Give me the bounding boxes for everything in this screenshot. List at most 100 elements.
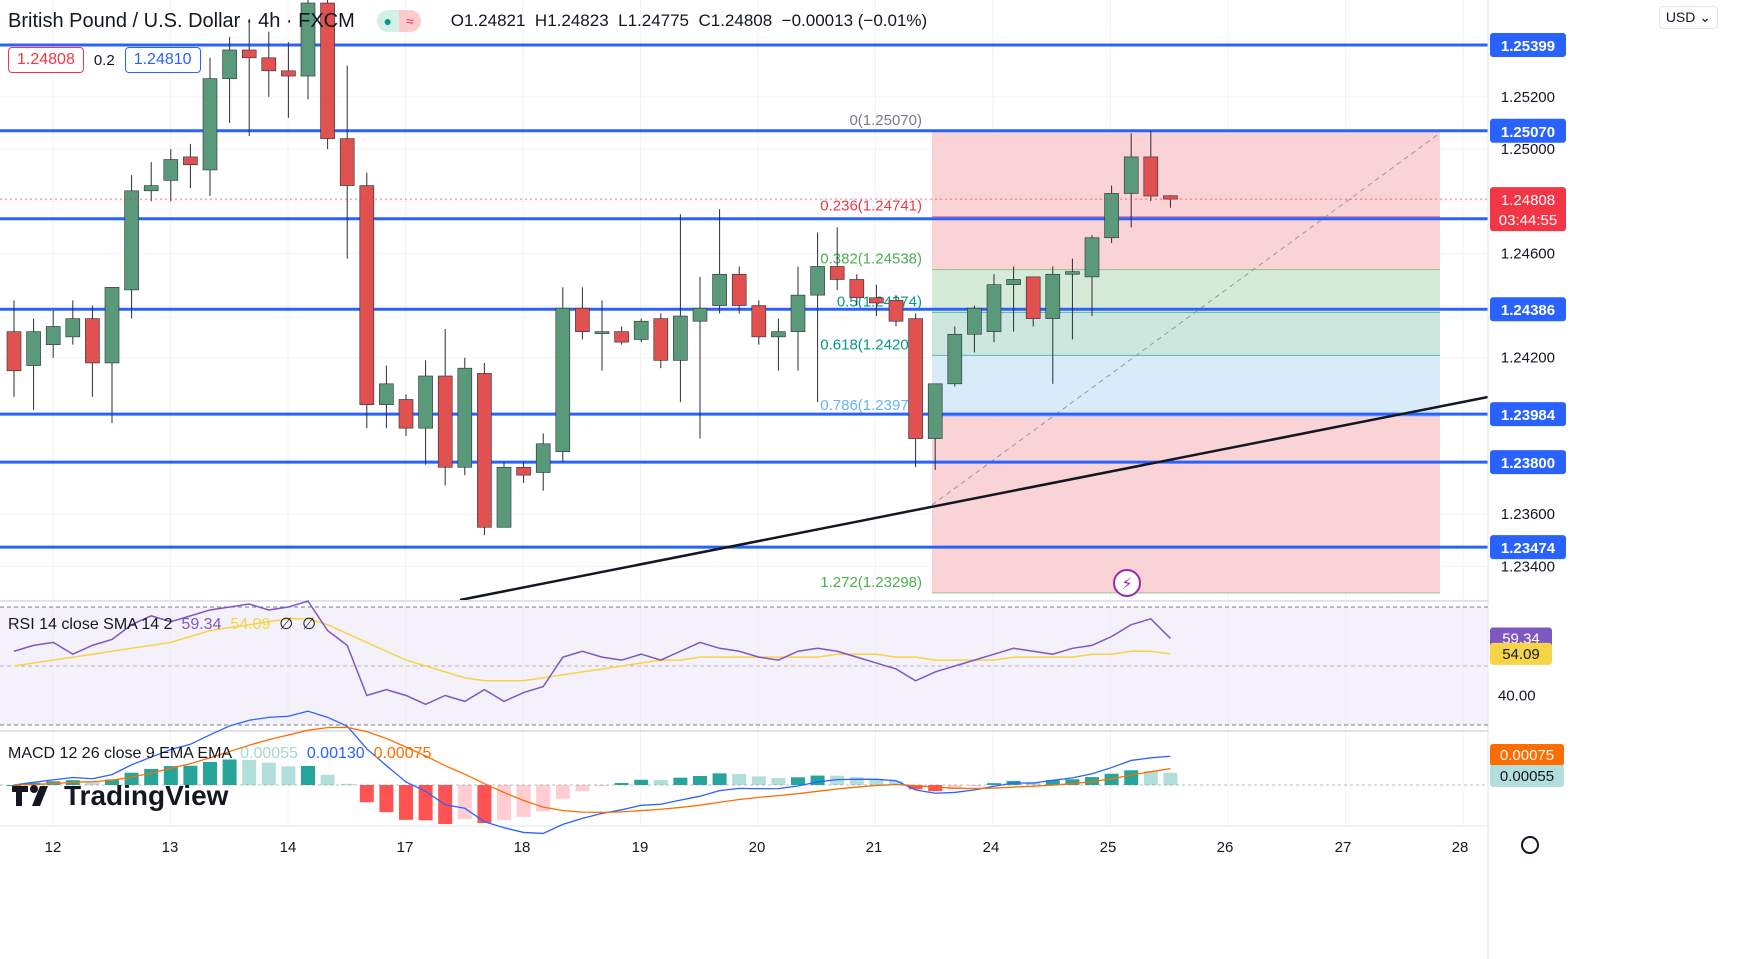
candle-up[interactable] [712,273,727,306]
candle-up[interactable] [810,266,825,296]
y-tick-label: 1.25200 [1501,89,1555,106]
candle-up[interactable] [104,287,120,364]
trend-line[interactable] [459,395,1489,602]
candle-down[interactable] [888,300,904,322]
candle-up[interactable] [790,294,806,332]
sell-button[interactable]: 1.24808 [8,47,84,73]
candle-up[interactable] [535,443,551,473]
candle-up[interactable] [143,185,159,192]
candle-up[interactable] [633,320,649,340]
candle-up[interactable] [927,383,943,439]
candle-down[interactable] [908,318,923,439]
macd-histogram-bar [261,762,276,785]
candle-up[interactable] [967,307,982,335]
macd-histogram-bar [889,781,903,785]
candle-down[interactable] [85,318,100,364]
rsi-name: RSI 14 close SMA 14 2 [8,616,173,633]
price-axis[interactable] [1489,0,1748,959]
candle-down[interactable] [849,279,865,299]
candle-up[interactable] [986,284,1002,332]
candle-up[interactable] [1065,271,1080,275]
candle-down[interactable] [477,373,492,528]
candle-down[interactable] [614,331,629,343]
y-tick-label: 1.23600 [1501,506,1555,523]
macd-histogram-bar [967,785,982,787]
candle-down[interactable] [6,331,22,372]
lightning-icon[interactable] [1113,569,1141,597]
candle-up[interactable] [1123,156,1139,194]
y-tick-label: 1.25000 [1501,141,1555,158]
level-price-label: 1.25070 [1501,124,1555,141]
high-value: H1.24823 [534,11,609,30]
macd-histogram-bar [791,777,805,785]
macd-histogram-bar [1045,780,1060,785]
candle-up[interactable] [1084,237,1100,278]
candle-up[interactable] [555,307,571,452]
candle-up[interactable] [771,331,786,338]
candle-up[interactable] [202,78,218,171]
last-price-tag[interactable] [1490,187,1566,232]
level-price-tag[interactable] [1490,450,1566,475]
level-price-label: 1.23474 [1501,540,1556,557]
rsi-legend[interactable]: RSI 14 close SMA 14 2 59.34 54.09 ∅ ∅ [8,614,316,634]
candle-down[interactable] [516,466,531,476]
candle-down[interactable] [829,266,845,280]
candle-up[interactable] [65,318,81,338]
candle-up[interactable] [45,326,61,345]
close-value: C1.24808 [698,11,773,30]
buy-button[interactable]: 1.24810 [124,47,201,73]
candle-down[interactable] [1163,195,1178,200]
macd-histogram-bar [418,785,433,821]
candle-down[interactable] [281,70,296,77]
level-price-tag[interactable] [1490,535,1566,560]
candle-down[interactable] [261,57,277,72]
gear-icon[interactable] [1521,836,1539,854]
macd-axis-tag [1490,744,1564,766]
candle-down[interactable] [437,375,453,468]
chart-header: British Pound / U.S. Dollar · 4h · FXCM … [8,8,927,34]
level-price-tag[interactable] [1490,297,1566,322]
candle-down[interactable] [320,2,335,139]
candle-up[interactable] [673,315,688,361]
level-price-label: 1.23984 [1501,407,1556,424]
level-price-tag[interactable] [1490,33,1566,57]
candle-up[interactable] [163,159,179,181]
candle-up[interactable] [418,375,433,429]
macd-histogram-bar [457,785,472,820]
currency-selector[interactable]: USD ⌄ [1658,6,1718,29]
candle-down[interactable] [339,138,355,186]
candle-up[interactable] [1045,273,1061,319]
tradingview-logo[interactable]: TradingView [12,780,228,812]
candle-down[interactable] [575,307,590,332]
candle-up[interactable] [594,331,610,334]
candle-up[interactable] [457,367,473,468]
macd-histogram-bar [732,773,747,785]
candle-up[interactable] [1006,279,1021,286]
candle-down[interactable] [398,399,414,429]
candle-down[interactable] [1025,276,1041,319]
candle-up[interactable] [300,2,316,77]
candle-down[interactable] [869,297,884,304]
symbol-title[interactable]: British Pound / U.S. Dollar · 4h · FXCM [8,9,355,32]
candle-up[interactable] [379,383,394,405]
candle-down[interactable] [731,273,747,306]
candle-up[interactable] [692,307,708,322]
candle-down[interactable] [241,49,257,59]
candle-up[interactable] [124,190,139,291]
candle-down[interactable] [653,318,669,361]
level-price-tag[interactable] [1490,402,1566,427]
level-price-tag[interactable] [1490,118,1566,143]
market-status-pill[interactable]: ● ≈ [376,10,421,32]
macd-legend[interactable]: MACD 12 26 close 9 EMA EMA 0.00055 0.001… [8,745,431,763]
candle-up[interactable] [26,331,41,366]
candle-up[interactable] [496,466,512,528]
candle-down[interactable] [1143,156,1159,197]
candle-up[interactable] [222,49,237,79]
candle-down[interactable] [183,156,198,166]
candle-down[interactable] [359,185,375,405]
candle-down[interactable] [751,305,767,338]
macd-histogram-bar [810,775,825,785]
candle-up[interactable] [947,333,963,385]
candle-up[interactable] [1104,193,1119,239]
